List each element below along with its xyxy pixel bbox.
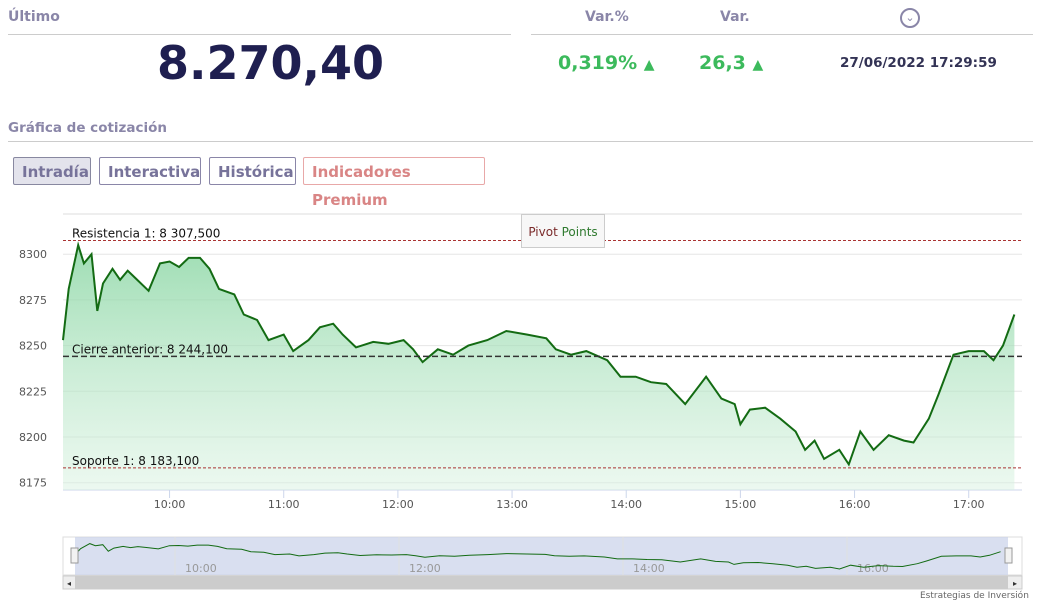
pct-label: Var.% [585,9,629,25]
divider [8,34,511,35]
tab[interactable]: Histórica [209,157,296,185]
pivot-button[interactable]: Pivot Points [521,214,605,248]
navigator-window [75,537,1008,575]
x-tick-label: 10:00 [154,498,186,511]
y-tick-label: 8250 [19,340,47,353]
scroll-right: ▸ [1013,579,1017,588]
navigator-tick-label: 14:00 [633,562,665,575]
up-arrow: ▲ [752,57,764,73]
y-tick-label: 8300 [19,248,47,261]
datetime: 27/06/2022 17:29:59 [840,55,997,71]
x-tick-label: 14:00 [610,498,642,511]
x-tick-label: 17:00 [953,498,985,511]
points-word: Points [561,225,598,239]
y-tick-label: 8275 [19,294,47,307]
navigator-tick-label: 10:00 [185,562,217,575]
reference-label: Cierre anterior: 8 244,100 [72,342,228,356]
x-tick-label: 15:00 [725,498,757,511]
scroll-left: ◂ [67,579,71,588]
divider [531,34,1033,35]
y-tick-label: 8200 [19,431,47,444]
credit: Estrategias de Inversión [920,591,1029,601]
var-value: 26,3 ▲ [699,52,763,74]
x-tick-label: 12:00 [382,498,414,511]
var-text: 26,3 [699,52,746,74]
area [63,245,1015,490]
x-tick-label: 11:00 [268,498,300,511]
tab[interactable]: Interactiva [99,157,201,185]
x-tick-label: 13:00 [496,498,528,511]
last-label: Último [8,9,60,25]
nav-handle [1004,547,1013,564]
tab[interactable]: Intradía [13,157,91,185]
expand-icon[interactable]: ⌄ [900,8,920,28]
tab[interactable]: Indicadores Premium [303,157,485,209]
pivot-word: Pivot [528,225,558,239]
y-tick-label: 8225 [19,385,47,398]
reference-label: Soporte 1: 8 183,100 [72,454,199,468]
section-title: Gráfica de cotización [8,120,168,136]
divider [8,141,1033,142]
x-tick-label: 16:00 [839,498,871,511]
y-tick-label: 8175 [19,477,47,490]
pct-text: 0,319% [558,52,638,74]
var-label: Var. [720,9,750,25]
reference-label: Resistencia 1: 8 307,500 [72,227,220,241]
nav-handle [70,547,79,564]
last-value: 8.270,40 [157,36,384,90]
scrollbar-thumb [75,576,1008,589]
navigator-line [74,543,1001,570]
navigator-tick-label: 12:00 [409,562,441,575]
pct-value: 0,319% ▲ [558,52,655,74]
navigator-tick-label: 16:00 [857,562,889,575]
up-arrow: ▲ [643,57,655,73]
line [62,241,1016,467]
